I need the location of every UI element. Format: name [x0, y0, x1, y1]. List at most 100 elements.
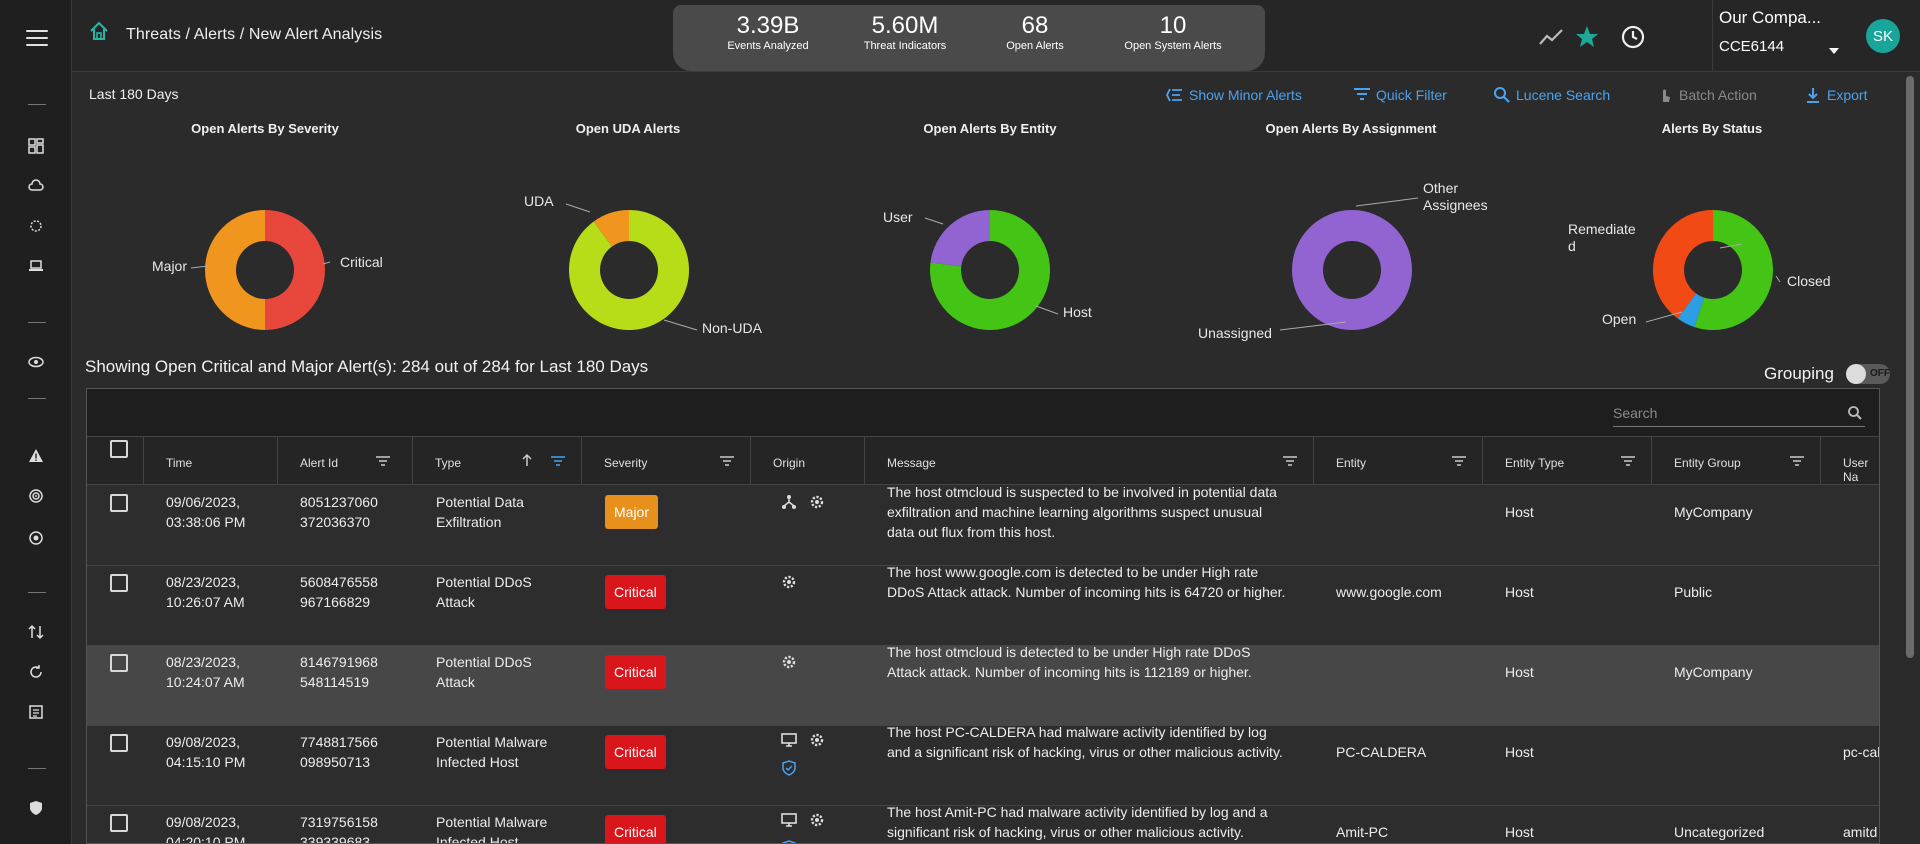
search-box: [1613, 401, 1865, 427]
refresh-icon[interactable]: [26, 662, 46, 682]
donut-slice-remediated[interactable]: [1653, 210, 1713, 319]
company-selector[interactable]: Our Compa... CCE6144: [1712, 0, 1850, 72]
breadcrumb[interactable]: Threats / Alerts / New Alert Analysis: [126, 26, 383, 43]
cell-time: 09/08/2023, 04:15:10 PM: [166, 734, 246, 770]
cell-entity[interactable]: Amit-PC: [1336, 824, 1389, 840]
batch-action-button[interactable]: Batch Action: [1656, 86, 1757, 104]
filter-icon[interactable]: [376, 455, 390, 467]
filter-icon[interactable]: [1621, 455, 1635, 467]
dashboard-icon[interactable]: [26, 136, 46, 156]
donut-slice-uda[interactable]: [593, 210, 629, 247]
column-header-time[interactable]: Time: [143, 437, 245, 485]
cell-entity[interactable]: www.google.com: [1336, 584, 1442, 600]
clock-icon[interactable]: [1620, 24, 1646, 50]
cell-type: Potential Malware Infected Host: [436, 734, 548, 770]
column-header-entity[interactable]: Entity: [1313, 437, 1482, 485]
trend-icon[interactable]: [1538, 24, 1564, 50]
filter-icon[interactable]: [720, 455, 734, 467]
donut-slice-non-uda[interactable]: [569, 210, 689, 330]
bug-icon[interactable]: [26, 216, 46, 236]
donut-chart-uda[interactable]: [549, 190, 709, 350]
row-checkbox[interactable]: [110, 574, 128, 592]
donut-slice-closed[interactable]: [1694, 210, 1773, 330]
donut-chart-assignment[interactable]: [1272, 190, 1432, 350]
avatar[interactable]: SK: [1866, 19, 1900, 53]
search-icon[interactable]: [1847, 405, 1863, 421]
donut-slice-major[interactable]: [205, 210, 265, 330]
donut-slice-unassigned[interactable]: [1292, 210, 1412, 330]
column-header-user-name[interactable]: User Na: [1820, 437, 1879, 485]
filter-icon[interactable]: [1283, 455, 1297, 467]
select-all-checkbox[interactable]: [110, 440, 128, 458]
donut-chart-entity[interactable]: [910, 190, 1070, 350]
cell-entity[interactable]: PC-CALDERA: [1336, 744, 1427, 760]
cell-type: Potential Data Exfiltration: [436, 494, 524, 530]
column-header-severity[interactable]: Severity: [581, 437, 750, 485]
row-checkbox[interactable]: [110, 494, 128, 512]
chart-label: Major: [152, 258, 188, 274]
chart-title-entity: Open Alerts By Entity: [923, 121, 1057, 136]
laptop-icon[interactable]: [26, 256, 46, 276]
filter-icon[interactable]: [1452, 455, 1466, 467]
row-checkbox[interactable]: [110, 734, 128, 752]
vertical-scrollbar[interactable]: [1906, 76, 1914, 658]
quick-filter-button[interactable]: Quick Filter: [1353, 86, 1447, 104]
donut-chart-severity[interactable]: [185, 190, 345, 350]
divider: [28, 768, 46, 769]
column-header-type[interactable]: Type: [412, 437, 581, 485]
column-header-message[interactable]: Message: [864, 437, 1313, 485]
donut-slice-open[interactable]: [1677, 293, 1705, 328]
cloud-icon[interactable]: [26, 176, 46, 196]
search-input[interactable]: [1613, 401, 1833, 425]
eye-icon[interactable]: [26, 352, 46, 372]
results-summary: Showing Open Critical and Major Alert(s)…: [85, 357, 649, 376]
star-icon[interactable]: [1574, 24, 1600, 50]
cell-alert-id[interactable]: 7319756158 339339683: [300, 814, 378, 844]
cell-entity-group: Public: [1674, 584, 1713, 600]
severity-badge: Critical: [605, 735, 666, 769]
cell-time: 08/23/2023, 10:26:07 AM: [166, 574, 245, 610]
row-checkbox[interactable]: [110, 654, 128, 672]
show-minor-alerts-button[interactable]: Show Minor Alerts: [1166, 86, 1302, 104]
cell-alert-id[interactable]: 7748817566 098950713: [300, 734, 378, 770]
home-icon[interactable]: [88, 20, 110, 42]
column-header-alert-id[interactable]: Alert Id: [277, 437, 412, 485]
report-icon[interactable]: [26, 702, 46, 722]
column-header-entity-type[interactable]: Entity Type: [1482, 437, 1651, 485]
warning-icon[interactable]: [26, 446, 46, 466]
table-row[interactable]: 08/23/2023, 10:24:07 AM 8146791968 548114…: [87, 644, 1879, 726]
transfer-icon[interactable]: [26, 622, 46, 642]
menu-icon[interactable]: [26, 30, 48, 46]
stat-open-alerts[interactable]: 68 Open Alerts: [1006, 12, 1064, 53]
cell-alert-id[interactable]: 8146791968 548114519: [300, 654, 378, 690]
table-row[interactable]: 09/06/2023, 03:38:06 PM 8051237060 372036…: [87, 484, 1879, 566]
export-button[interactable]: Export: [1804, 86, 1867, 104]
target-icon[interactable]: [26, 528, 46, 548]
filter-icon[interactable]: [551, 455, 565, 467]
stat-open-system-alerts[interactable]: 10 Open System Alerts: [1124, 12, 1222, 53]
donut-chart-status[interactable]: [1633, 190, 1793, 350]
cell-alert-id[interactable]: 8051237060 372036370: [300, 494, 378, 530]
radar-icon[interactable]: [26, 486, 46, 506]
cell-type: Potential DDoS Attack: [436, 654, 532, 690]
row-checkbox[interactable]: [110, 814, 128, 832]
grouping-toggle[interactable]: OFF: [1846, 364, 1890, 384]
filter-icon[interactable]: [1790, 455, 1804, 467]
donut-slice-user[interactable]: [930, 210, 990, 267]
stat-threat-indicators[interactable]: 5.60M Threat Indicators: [863, 12, 947, 53]
shield-icon[interactable]: [26, 798, 46, 818]
chart-label: Closed: [1787, 273, 1831, 289]
chart-label: Other Assignees: [1423, 180, 1488, 213]
sort-ascending-icon[interactable]: [521, 453, 533, 467]
lucene-search-button[interactable]: Lucene Search: [1493, 86, 1610, 104]
cell-alert-id[interactable]: 5608476558 967166829: [300, 574, 378, 610]
table-row[interactable]: 09/08/2023, 04:15:10 PM 7748817566 098950…: [87, 724, 1879, 806]
donut-slice-critical[interactable]: [265, 210, 325, 330]
table-row[interactable]: 09/08/2023, 04:20:10 PM 7319756158 339339…: [87, 804, 1879, 844]
column-header-entity-group[interactable]: Entity Group: [1651, 437, 1820, 485]
stat-events-analyzed[interactable]: 3.39B Events Analyzed: [727, 12, 809, 53]
filter-icon: [1354, 88, 1370, 100]
column-header-origin[interactable]: Origin: [750, 437, 864, 485]
donut-slice-host[interactable]: [930, 210, 1050, 330]
table-row[interactable]: 08/23/2023, 10:26:07 AM 5608476558 967166…: [87, 564, 1879, 646]
